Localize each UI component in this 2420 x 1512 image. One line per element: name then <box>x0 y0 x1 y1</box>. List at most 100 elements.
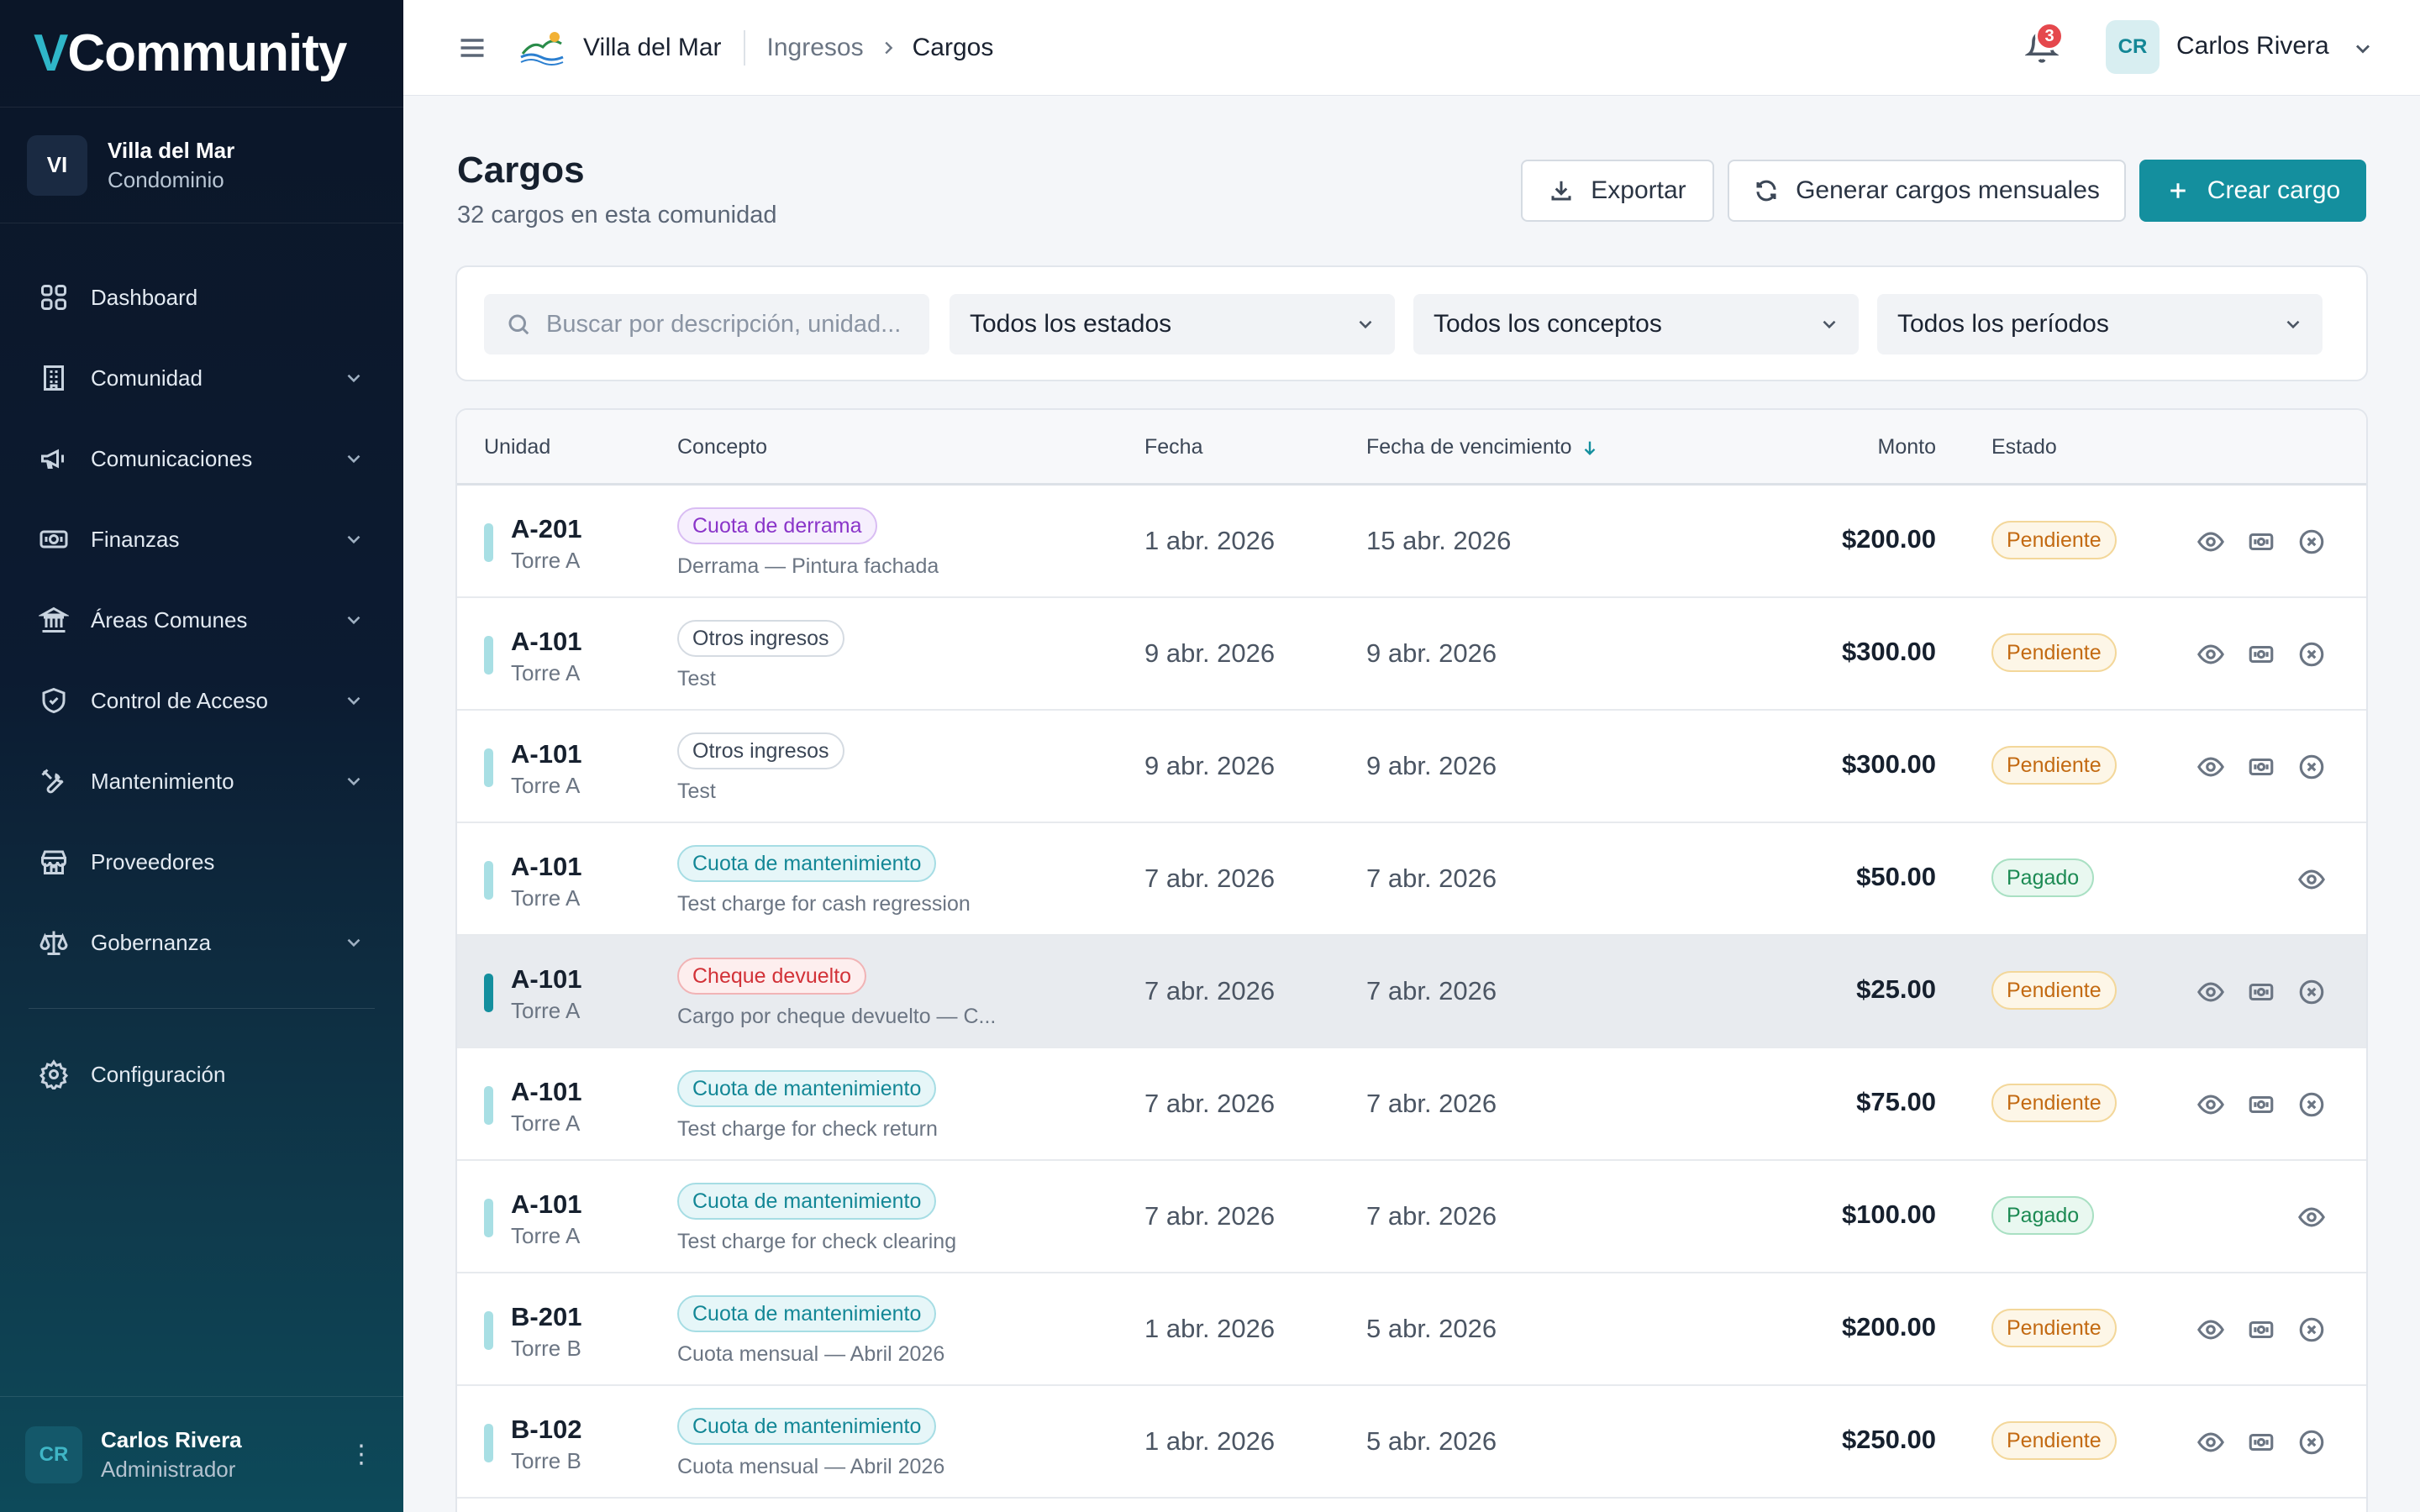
create-charge-button[interactable]: Crear cargo <box>2139 160 2366 222</box>
menu-icon[interactable] <box>457 33 487 63</box>
due-date-cell: 9 abr. 2026 <box>1366 751 1497 780</box>
concept-filter-select[interactable]: Todos los conceptos <box>1413 294 1859 354</box>
column-date[interactable]: Fecha <box>1144 435 1203 459</box>
download-icon <box>1551 181 1571 201</box>
row-indicator <box>484 1086 493 1125</box>
community-switcher[interactable]: VI Villa del Mar Condominio <box>0 108 403 223</box>
sidebar-nav: Dashboard Comunidad Comunicaciones Finanzas… <box>0 223 403 1115</box>
cancel-circle-icon[interactable] <box>2297 1315 2326 1344</box>
amount-cell: $200.00 <box>1841 1312 1936 1341</box>
amount-cell: $75.00 <box>1856 1087 1936 1116</box>
amount-cell: $300.00 <box>1841 637 1936 666</box>
sidebar-item-label: Control de Acceso <box>91 687 269 713</box>
sidebar-item-label: Comunicaciones <box>91 445 253 471</box>
generate-monthly-charges-button[interactable]: Generar cargos mensuales <box>1728 160 2126 222</box>
cancel-circle-icon[interactable] <box>2297 978 2326 1006</box>
unit-cell: A-101 <box>511 964 582 994</box>
sidebar-item-gobernanza[interactable]: Gobernanza <box>0 902 403 983</box>
cancel-circle-icon[interactable] <box>2297 528 2326 556</box>
eye-icon[interactable] <box>2196 753 2225 781</box>
sidebar-item-finanzas[interactable]: Finanzas <box>0 499 403 580</box>
sidebar-user[interactable]: CR Carlos Rivera Administrador ⋮ <box>0 1396 403 1512</box>
cancel-circle-icon[interactable] <box>2297 1090 2326 1119</box>
date-cell: 1 abr. 2026 <box>1144 1426 1276 1456</box>
divider <box>29 1008 375 1009</box>
due-date-cell: 7 abr. 2026 <box>1366 1089 1497 1118</box>
app-logo[interactable]: V Community <box>0 0 403 108</box>
amount-cell: $200.00 <box>1841 524 1936 554</box>
chevron-down-icon[interactable] <box>2351 37 2375 60</box>
amount-cell: $100.00 <box>1841 1200 1936 1229</box>
sidebar-item-control-de-acceso[interactable]: Control de Acceso <box>0 660 403 741</box>
sidebar-item-comunidad[interactable]: Comunidad <box>0 338 403 418</box>
table-row[interactable]: A-101 Torre A Otros ingresos Test 9 abr. 202… <box>457 598 2366 711</box>
sidebar-item-proveedores[interactable]: Proveedores <box>0 822 403 902</box>
column-unit[interactable]: Unidad <box>484 435 551 459</box>
status-filter-select[interactable]: Todos los estados <box>950 294 1395 354</box>
column-due-date[interactable]: Fecha de vencimiento <box>1366 435 1599 459</box>
avatar[interactable]: CR <box>2106 20 2160 74</box>
status-badge: Pagado <box>1991 1196 2095 1235</box>
table-row[interactable]: A-101 Torre A Cuota de mantenimiento Test c… <box>457 823 2366 936</box>
table-row[interactable]: A-101 Torre A Cheque devuelto Cargo por che… <box>457 936 2366 1048</box>
eye-icon[interactable] <box>2196 978 2225 1006</box>
chevron-down-icon <box>347 374 360 383</box>
eye-icon[interactable] <box>2196 640 2225 669</box>
cancel-circle-icon[interactable] <box>2297 640 2326 669</box>
export-button[interactable]: Exportar <box>1521 160 1714 222</box>
period-filter-select[interactable]: Todos los períodos <box>1877 294 2323 354</box>
avatar: CR <box>25 1425 82 1483</box>
eye-icon[interactable] <box>2297 1203 2326 1231</box>
user-menu-name[interactable]: Carlos Rivera <box>2176 32 2329 60</box>
sidebar-item-label: Configuración <box>91 1061 226 1087</box>
cancel-circle-icon[interactable] <box>2297 753 2326 781</box>
chevron-down-icon <box>347 938 360 948</box>
sidebar-item-configuracion[interactable]: Configuración <box>0 1034 403 1115</box>
search-input[interactable] <box>546 310 916 339</box>
row-indicator <box>484 1199 493 1237</box>
eye-icon[interactable] <box>2196 1428 2225 1457</box>
date-cell: 1 abr. 2026 <box>1144 1314 1276 1343</box>
cancel-circle-icon[interactable] <box>2297 1428 2326 1457</box>
banknote-icon <box>39 530 68 549</box>
sidebar-item--reas-comunes[interactable]: Áreas Comunes <box>0 580 403 660</box>
eye-icon[interactable] <box>2297 865 2326 894</box>
eye-icon[interactable] <box>2196 1090 2225 1119</box>
column-status[interactable]: Estado <box>1991 435 2057 459</box>
table-row[interactable]: A-101 Torre A Cuota de mantenimiento Test c… <box>457 1048 2366 1161</box>
table-row[interactable]: A-101 Torre A Otros ingresos Test 9 abr. 202… <box>457 711 2366 823</box>
sidebar-item-dashboard[interactable]: Dashboard <box>0 257 403 338</box>
notification-badge: 3 <box>2035 22 2064 50</box>
sidebar-item-mantenimiento[interactable]: Mantenimiento <box>0 741 403 822</box>
due-date-cell: 5 abr. 2026 <box>1366 1426 1497 1456</box>
sidebar-item-label: Finanzas <box>91 526 180 552</box>
banknote-icon[interactable] <box>2247 1090 2275 1119</box>
table-row[interactable]: B-201 Torre B Cuota de mantenimiento Cuota … <box>457 1273 2366 1386</box>
chevron-down-icon <box>1359 320 1372 329</box>
banknote-icon[interactable] <box>2247 1428 2275 1457</box>
banknote-icon[interactable] <box>2247 753 2275 781</box>
breadcrumb-ingresos[interactable]: Ingresos <box>766 33 864 61</box>
landmark-icon <box>39 606 69 633</box>
date-cell: 1 abr. 2026 <box>1144 526 1276 555</box>
search-field[interactable] <box>484 294 929 354</box>
concept-description: Derrama — Pintura fachada <box>677 554 939 578</box>
topbar-community-name: Villa del Mar <box>583 33 722 61</box>
row-indicator <box>484 523 493 562</box>
sidebar-item-comunicaciones[interactable]: Comunicaciones <box>0 418 403 499</box>
chevron-down-icon <box>347 535 360 544</box>
column-amount[interactable]: Monto <box>1877 435 1936 459</box>
table-row[interactable]: A-201 Torre A Cuota de derrama Derrama — Pi… <box>457 486 2366 598</box>
banknote-icon[interactable] <box>2247 528 2275 556</box>
more-vertical-icon[interactable]: ⋮ <box>349 1441 374 1468</box>
status-badge: Pendiente <box>1991 1309 2117 1347</box>
eye-icon[interactable] <box>2196 1315 2225 1344</box>
table-row[interactable]: A-101 Torre A Cuota de mantenimiento Test c… <box>457 1161 2366 1273</box>
table-row[interactable]: B-102 Torre B Cuota de mantenimiento Cuota … <box>457 1386 2366 1499</box>
banknote-icon[interactable] <box>2247 1315 2275 1344</box>
row-indicator <box>484 861 493 900</box>
column-concept[interactable]: Concepto <box>677 435 768 459</box>
banknote-icon[interactable] <box>2247 640 2275 669</box>
eye-icon[interactable] <box>2196 528 2225 556</box>
banknote-icon[interactable] <box>2247 978 2275 1006</box>
